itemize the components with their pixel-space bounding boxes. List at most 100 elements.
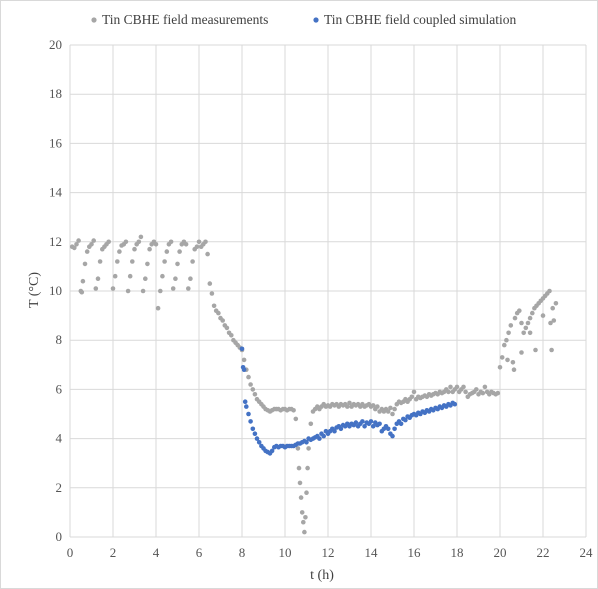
y-axis-label: T (°C) xyxy=(27,272,42,308)
data-point xyxy=(527,330,533,336)
y-tick-label: 6 xyxy=(56,381,63,396)
data-point xyxy=(93,286,99,291)
data-point xyxy=(530,310,535,316)
data-point xyxy=(368,419,374,424)
data-point xyxy=(499,355,505,360)
data-point xyxy=(220,318,225,323)
data-point xyxy=(242,399,248,405)
data-point xyxy=(353,420,359,425)
data-point xyxy=(194,244,200,249)
legend-label-simulation: Tin CBHE field coupled simulation xyxy=(324,12,516,27)
data-point xyxy=(239,346,245,352)
data-point xyxy=(153,242,159,247)
x-tick-label: 10 xyxy=(279,545,292,560)
x-tick-label: 18 xyxy=(451,545,464,560)
data-point xyxy=(550,305,555,311)
data-point xyxy=(143,276,148,282)
data-point xyxy=(547,288,552,294)
data-point xyxy=(106,239,111,245)
data-point xyxy=(304,440,309,445)
data-point xyxy=(301,519,306,525)
x-tick-label: 24 xyxy=(580,545,594,560)
data-point xyxy=(164,249,170,254)
x-axis-label: t (h) xyxy=(310,568,334,583)
series-simulation xyxy=(239,346,458,456)
data-point xyxy=(332,428,337,434)
data-point xyxy=(241,357,247,363)
data-point xyxy=(241,367,247,373)
data-point xyxy=(392,406,397,412)
data-point xyxy=(502,342,507,348)
data-point xyxy=(347,400,352,406)
data-point xyxy=(147,246,152,252)
data-point xyxy=(79,289,85,295)
data-point xyxy=(80,278,86,284)
y-tick-label: 0 xyxy=(56,529,63,544)
data-point xyxy=(454,384,460,390)
x-tick-label: 22 xyxy=(537,545,550,560)
data-point xyxy=(338,426,344,432)
data-point xyxy=(252,392,258,397)
data-point xyxy=(360,419,365,424)
data-point xyxy=(115,259,120,264)
data-point xyxy=(385,426,391,432)
data-point xyxy=(186,286,191,291)
data-point xyxy=(497,365,503,370)
data-point xyxy=(138,234,144,240)
data-point xyxy=(392,426,397,432)
x-tick-label: 12 xyxy=(322,545,335,560)
data-point xyxy=(321,433,327,439)
data-point xyxy=(224,325,230,331)
data-point xyxy=(256,440,262,445)
legend-label-measurements: Tin CBHE field measurements xyxy=(102,12,268,27)
data-point xyxy=(112,273,118,279)
data-point xyxy=(523,325,529,331)
data-point xyxy=(293,416,299,422)
data-point xyxy=(132,246,137,252)
data-point xyxy=(127,273,133,279)
data-point xyxy=(196,239,202,245)
data-point xyxy=(89,242,94,247)
data-point xyxy=(248,419,253,424)
data-point xyxy=(398,421,404,427)
data-point xyxy=(548,320,553,326)
data-point xyxy=(388,405,393,411)
data-point xyxy=(155,305,161,311)
data-point xyxy=(295,446,301,451)
data-point xyxy=(505,357,510,363)
data-point xyxy=(463,389,468,395)
data-point xyxy=(175,261,180,267)
data-point xyxy=(512,315,518,321)
data-point xyxy=(409,394,415,400)
y-tick-label: 2 xyxy=(56,480,63,495)
data-point xyxy=(533,347,538,353)
data-point xyxy=(177,249,182,254)
data-point xyxy=(305,465,310,471)
data-point xyxy=(170,286,176,291)
y-tick-label: 18 xyxy=(49,86,62,101)
x-tick-label: 20 xyxy=(494,545,507,560)
data-point xyxy=(390,411,395,417)
data-point xyxy=(248,382,253,387)
data-point xyxy=(299,510,305,515)
data-point xyxy=(508,323,514,328)
x-tick-label: 16 xyxy=(408,545,422,560)
data-point xyxy=(110,286,116,291)
data-point xyxy=(97,259,103,264)
y-tick-label: 16 xyxy=(49,135,63,150)
data-point xyxy=(254,436,260,441)
data-point xyxy=(306,446,311,451)
data-point xyxy=(173,276,178,282)
data-point xyxy=(246,411,251,417)
x-tick-label: 6 xyxy=(196,545,203,560)
data-point xyxy=(211,303,217,309)
data-point xyxy=(298,495,304,500)
data-point xyxy=(302,529,307,535)
data-point xyxy=(551,318,557,323)
data-point xyxy=(145,261,150,267)
data-point xyxy=(72,245,77,251)
data-point xyxy=(74,242,79,247)
data-point xyxy=(527,315,533,321)
data-point xyxy=(482,384,488,390)
